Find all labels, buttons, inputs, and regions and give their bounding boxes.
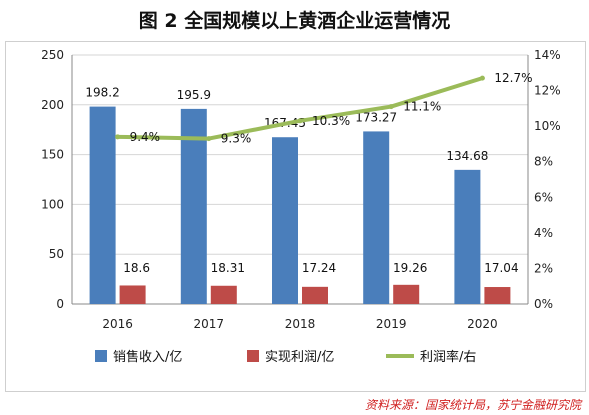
x-tick-label: 2019: [376, 317, 407, 331]
y-right-tick-label: 12%: [534, 84, 561, 98]
y-left-tick-label: 0: [56, 297, 64, 311]
x-tick-label: 2017: [194, 317, 225, 331]
legend-label: 实现利润/亿: [265, 350, 334, 365]
bar-left-4: [454, 169, 481, 304]
chart-title: 图 2 全国规模以上黄酒企业运营情况: [138, 10, 451, 32]
line-data-label: 10.3%: [312, 114, 350, 128]
bar-data-label: 19.26: [393, 261, 427, 275]
line-data-label: 9.3%: [221, 132, 252, 146]
bar-data-label: 198.2: [85, 86, 119, 100]
bar-left-2: [272, 137, 298, 304]
bar-left-1: [210, 285, 237, 304]
line-point: [388, 104, 394, 110]
bar-left-0: [89, 106, 116, 304]
y-left-tick-label: 150: [41, 148, 64, 162]
bar-data-label: 18.6: [123, 261, 150, 275]
legend-swatch: [247, 350, 259, 362]
y-left-tick-label: 200: [41, 98, 64, 112]
source-note: 资料来源：国家统计局，苏宁金融研究院: [364, 398, 581, 412]
y-right-tick-label: 0%: [534, 297, 553, 311]
bar-left-0: [119, 285, 146, 304]
bar-left-3: [393, 284, 420, 304]
y-left-tick-label: 100: [41, 197, 64, 211]
y-right-tick-label: 8%: [534, 155, 553, 169]
bar-left-1: [180, 108, 207, 304]
x-tick-label: 2018: [285, 317, 316, 331]
bar-data-label: 173.27: [355, 110, 397, 124]
line-point: [115, 134, 121, 140]
bar-data-label: 17.24: [302, 261, 336, 275]
legend-label: 利润率/右: [420, 349, 476, 365]
line-point: [206, 136, 212, 142]
bar-data-label: 18.31: [211, 261, 245, 275]
x-tick-label: 2020: [467, 317, 498, 331]
bar-left-4: [484, 287, 511, 304]
y-left-tick-label: 250: [41, 48, 64, 62]
line-data-label: 9.4%: [130, 130, 161, 144]
bar-left-2: [302, 286, 328, 304]
bar-data-label: 195.9: [177, 88, 211, 102]
y-right-tick-label: 2%: [534, 261, 553, 275]
bar-data-label: 17.04: [484, 261, 518, 275]
y-right-tick-label: 10%: [534, 119, 561, 133]
legend-label: 销售收入/亿: [113, 349, 182, 365]
bar-data-label: 134.68: [446, 149, 488, 163]
y-left-tick-label: 50: [49, 247, 64, 261]
line-data-label: 12.7%: [494, 71, 532, 85]
x-tick-label: 2016: [102, 317, 133, 331]
line-point: [479, 75, 485, 81]
legend-swatch: [95, 350, 107, 362]
y-right-tick-label: 14%: [534, 48, 561, 62]
bar-left-3: [363, 131, 390, 304]
line-data-label: 11.1%: [403, 100, 441, 114]
line-point: [297, 118, 303, 124]
chart: 0 50 100 150 200 250 0% 2% 4% 6% 8% 10% 12% 14% 2016 20…: [41, 48, 561, 365]
y-right-tick-label: 4%: [534, 226, 553, 240]
y-right-tick-label: 6%: [534, 190, 553, 204]
